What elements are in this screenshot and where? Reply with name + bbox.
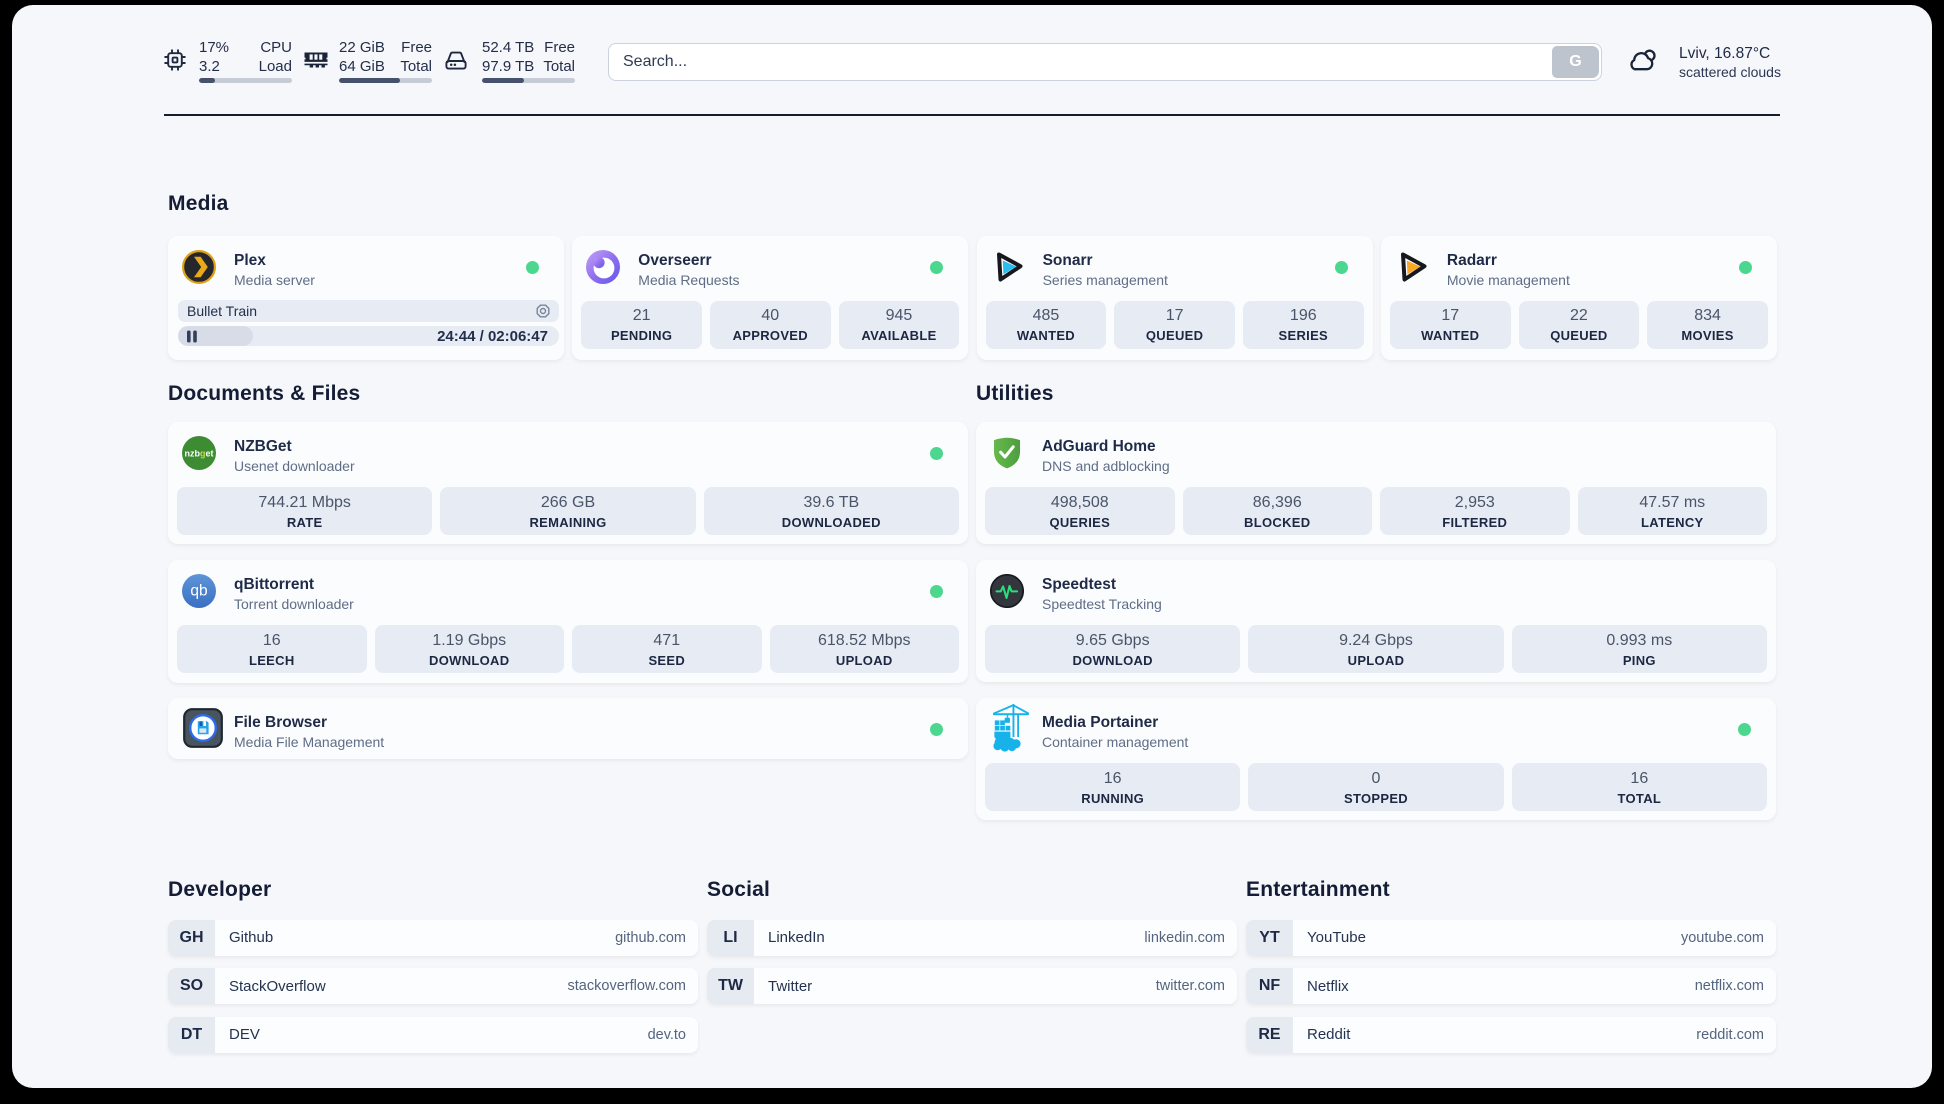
svg-text:nzbget: nzbget	[184, 449, 213, 459]
svg-text:qb: qb	[190, 583, 207, 600]
